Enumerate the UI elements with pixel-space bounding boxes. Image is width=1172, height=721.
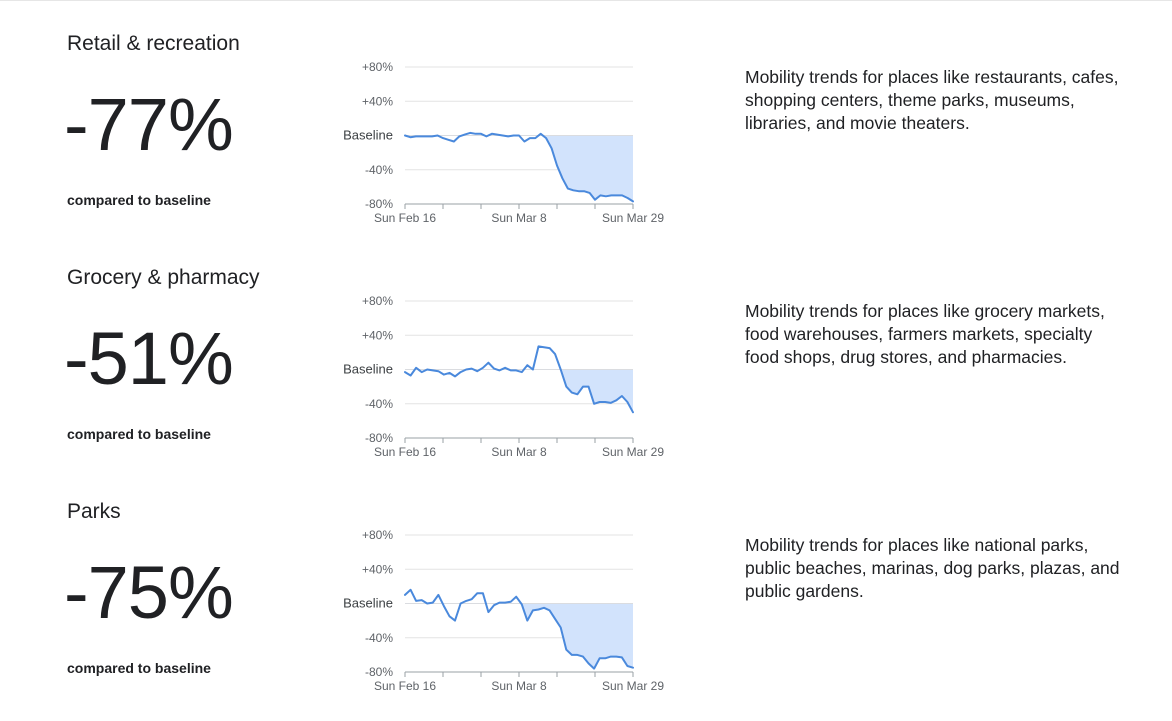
x-tick-label: Sun Feb 16 <box>374 679 436 693</box>
category-title: Grocery & pharmacy <box>67 266 260 289</box>
category-title: Retail & recreation <box>67 32 240 55</box>
section-grocery-pharmacy: Grocery & pharmacy -51% compared to baseli… <box>0 248 1172 482</box>
percent-change-value: -75% <box>64 551 234 634</box>
category-description: Mobility trends for places like national… <box>745 535 1120 601</box>
percent-change-value: -51% <box>64 317 234 400</box>
y-tick-label: -80% <box>365 665 393 679</box>
trend-line <box>404 131 634 203</box>
y-tick-label: +40% <box>362 562 393 576</box>
baseline-caption: compared to baseline <box>67 660 211 676</box>
x-tick-label: Sun Mar 8 <box>491 445 547 459</box>
mobility-trend-chart: +80% +40% Baseline -40% -80%Sun Feb 16 Sun Ma… <box>343 294 664 459</box>
x-tick-label: Sun Mar 8 <box>491 679 547 693</box>
y-tick-label: -40% <box>365 397 393 411</box>
category-description: Mobility trends for places like restaura… <box>745 67 1119 133</box>
y-tick-label: +40% <box>362 94 393 108</box>
y-tick-label: -40% <box>365 163 393 177</box>
trend-line <box>404 345 634 414</box>
decline-area <box>560 369 633 413</box>
x-tick-label: Sun Feb 16 <box>374 211 436 225</box>
y-tick-label: -80% <box>365 197 393 211</box>
x-tick-label: Sun Mar 29 <box>602 445 664 459</box>
x-tick-label: Sun Mar 8 <box>491 211 547 225</box>
baseline-caption: compared to baseline <box>67 192 211 208</box>
section-parks: Parks -75% compared to baseline +80% +40% Bas… <box>0 482 1172 716</box>
y-tick-label: -40% <box>365 631 393 645</box>
category-description: Mobility trends for places like grocery … <box>745 301 1105 367</box>
y-tick-label: -80% <box>365 431 393 445</box>
mobility-trend-chart: +80% +40% Baseline -40% -80%Sun Feb 16 Sun Ma… <box>343 528 664 693</box>
y-tick-label: Baseline <box>343 596 393 611</box>
x-tick-label: Sun Feb 16 <box>374 445 436 459</box>
trend-line <box>404 588 634 670</box>
y-tick-label: Baseline <box>343 362 393 377</box>
section-retail-recreation: Retail & recreation -77% compared to basel… <box>0 14 1172 248</box>
baseline-caption: compared to baseline <box>67 426 211 442</box>
x-tick-label: Sun Mar 29 <box>602 679 664 693</box>
y-tick-label: +80% <box>362 294 393 308</box>
x-tick-label: Sun Mar 29 <box>602 211 664 225</box>
category-title: Parks <box>67 500 121 523</box>
y-tick-label: +80% <box>362 528 393 542</box>
y-tick-label: +80% <box>362 60 393 74</box>
top-divider <box>0 0 1172 1</box>
y-tick-label: +40% <box>362 328 393 342</box>
mobility-trend-chart: +80% +40% Baseline -40% -80%Sun Feb 16 Sun Ma… <box>343 60 664 225</box>
decline-area <box>542 135 633 202</box>
y-tick-label: Baseline <box>343 128 393 143</box>
decline-area <box>521 603 633 669</box>
percent-change-value: -77% <box>64 83 234 166</box>
